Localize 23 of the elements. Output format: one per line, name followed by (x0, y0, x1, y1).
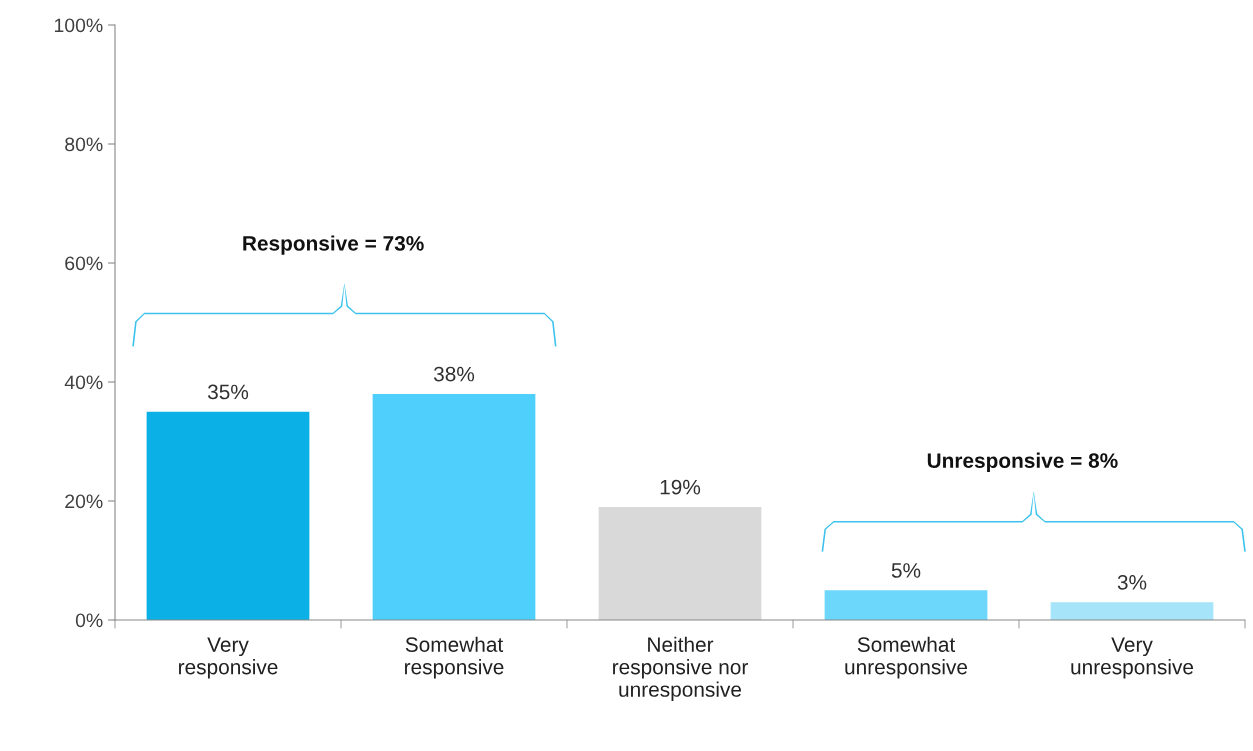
x-tick-label: Somewhat responsive (405, 636, 504, 679)
y-tick-label: 40% (64, 375, 103, 390)
x-tick-label: Very unresponsive (1071, 637, 1194, 679)
y-tick-label: 60% (65, 256, 103, 271)
bar (146, 411, 310, 620)
y-tick-label: 20% (65, 494, 103, 509)
y-tick-label: 100% (54, 18, 103, 33)
data-label: 3% (1117, 574, 1147, 590)
annotation: Responsive = 73% (243, 235, 424, 255)
x-tick-label: Very responsive (179, 637, 278, 679)
data-label: 19% (660, 479, 701, 495)
y-tick-label: 80% (65, 137, 103, 152)
y-tick-label: 0% (75, 613, 103, 628)
x-tick-label: Neither responsive nor unresponsive (613, 636, 748, 701)
bar (598, 506, 762, 620)
bar (1050, 602, 1214, 620)
data-label: 35% (207, 384, 249, 400)
bar (824, 590, 988, 620)
data-label: 38% (433, 366, 475, 382)
data-label: 5% (891, 563, 921, 578)
bar (372, 393, 536, 620)
x-tick-label: Somewhat unresponsive (845, 636, 968, 679)
annotation: Unresponsive = 8% (927, 452, 1118, 473)
